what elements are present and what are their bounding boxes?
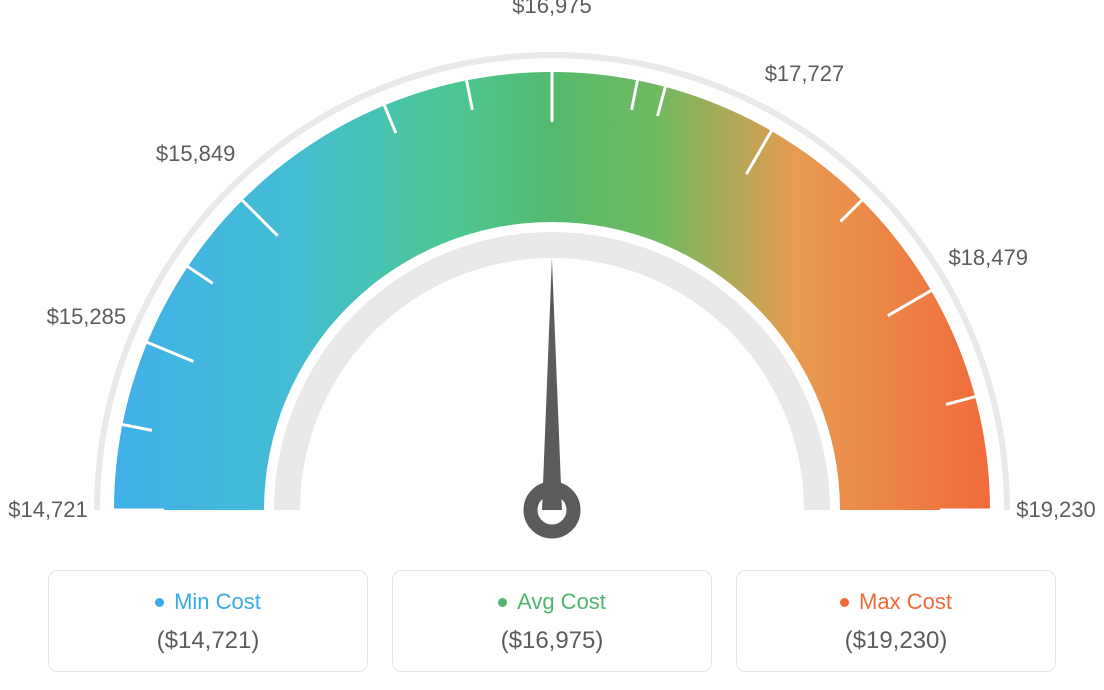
legend-title-min: Min Cost (155, 589, 261, 615)
legend-title-avg: Avg Cost (498, 589, 606, 615)
dot-icon (498, 598, 507, 607)
gauge-scale-label: $15,849 (156, 141, 236, 167)
legend-card-avg: Avg Cost ($16,975) (392, 570, 712, 672)
legend-row: Min Cost ($14,721) Avg Cost ($16,975) Ma… (0, 570, 1104, 672)
gauge-scale-label: $17,727 (765, 61, 845, 87)
gauge-scale-label: $14,721 (8, 497, 88, 523)
legend-title-label: Max Cost (859, 589, 952, 615)
gauge-scale-label: $16,975 (512, 0, 592, 19)
legend-title-max: Max Cost (840, 589, 952, 615)
gauge-scale-label: $15,285 (47, 304, 127, 330)
gauge-scale-label: $19,230 (1016, 497, 1096, 523)
legend-title-label: Min Cost (174, 589, 261, 615)
gauge-container: $14,721 $15,285 $15,849 $16,975 $17,727 $18,4… (0, 0, 1104, 560)
legend-title-label: Avg Cost (517, 589, 606, 615)
gauge-chart (0, 0, 1104, 560)
dot-icon (840, 598, 849, 607)
gauge-scale-label: $18,479 (948, 245, 1028, 271)
dot-icon (155, 598, 164, 607)
legend-card-min: Min Cost ($14,721) (48, 570, 368, 672)
legend-value-avg: ($16,975) (403, 627, 701, 655)
legend-card-max: Max Cost ($19,230) (736, 570, 1056, 672)
legend-value-max: ($19,230) (747, 627, 1045, 655)
legend-value-min: ($14,721) (59, 627, 357, 655)
